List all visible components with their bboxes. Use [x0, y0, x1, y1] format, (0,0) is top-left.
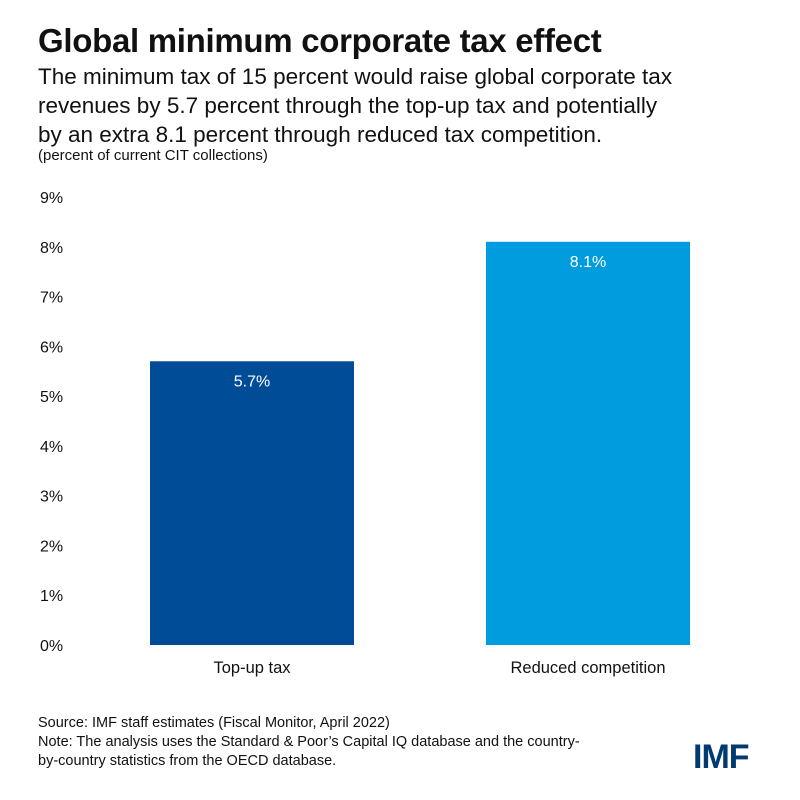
y-tick-label: 3% — [40, 489, 63, 506]
subtitle-line: by an extra 8.1 percent through reduced … — [38, 122, 603, 147]
unit-note: (percent of current CIT collections) — [38, 147, 268, 164]
subtitle-line: revenues by 5.7 percent through the top-… — [38, 93, 658, 118]
y-tick-label: 2% — [40, 538, 63, 555]
chart-title: Global minimum corporate tax effect — [38, 22, 602, 59]
y-tick-label: 0% — [40, 638, 63, 655]
note-line: Note: The analysis uses the Standard & P… — [38, 734, 580, 750]
y-tick-label: 8% — [40, 240, 63, 257]
y-tick-label: 6% — [40, 339, 63, 356]
bar-value-label: 8.1% — [570, 254, 606, 271]
y-tick-label: 7% — [40, 290, 63, 307]
y-tick-label: 4% — [40, 439, 63, 456]
subtitle-line: The minimum tax of 15 percent would rais… — [38, 64, 673, 89]
note-line: by-country statistics from the OECD data… — [38, 753, 337, 769]
bar-value-label: 5.7% — [234, 373, 270, 390]
chart-subtitle: The minimum tax of 15 percent would rais… — [38, 62, 778, 149]
y-tick-label: 5% — [40, 389, 63, 406]
y-tick-label: 9% — [40, 190, 63, 207]
x-category-label: Top-up tax — [213, 659, 291, 677]
imf-logo: IMF — [693, 738, 750, 776]
bar — [486, 241, 690, 646]
footer: Source: IMF staff estimates (Fiscal Moni… — [38, 714, 580, 771]
x-category-label: Reduced competition — [510, 659, 665, 677]
bar — [150, 361, 354, 645]
y-tick-label: 1% — [40, 588, 63, 605]
source-note: Source: IMF staff estimates (Fiscal Moni… — [38, 715, 390, 731]
